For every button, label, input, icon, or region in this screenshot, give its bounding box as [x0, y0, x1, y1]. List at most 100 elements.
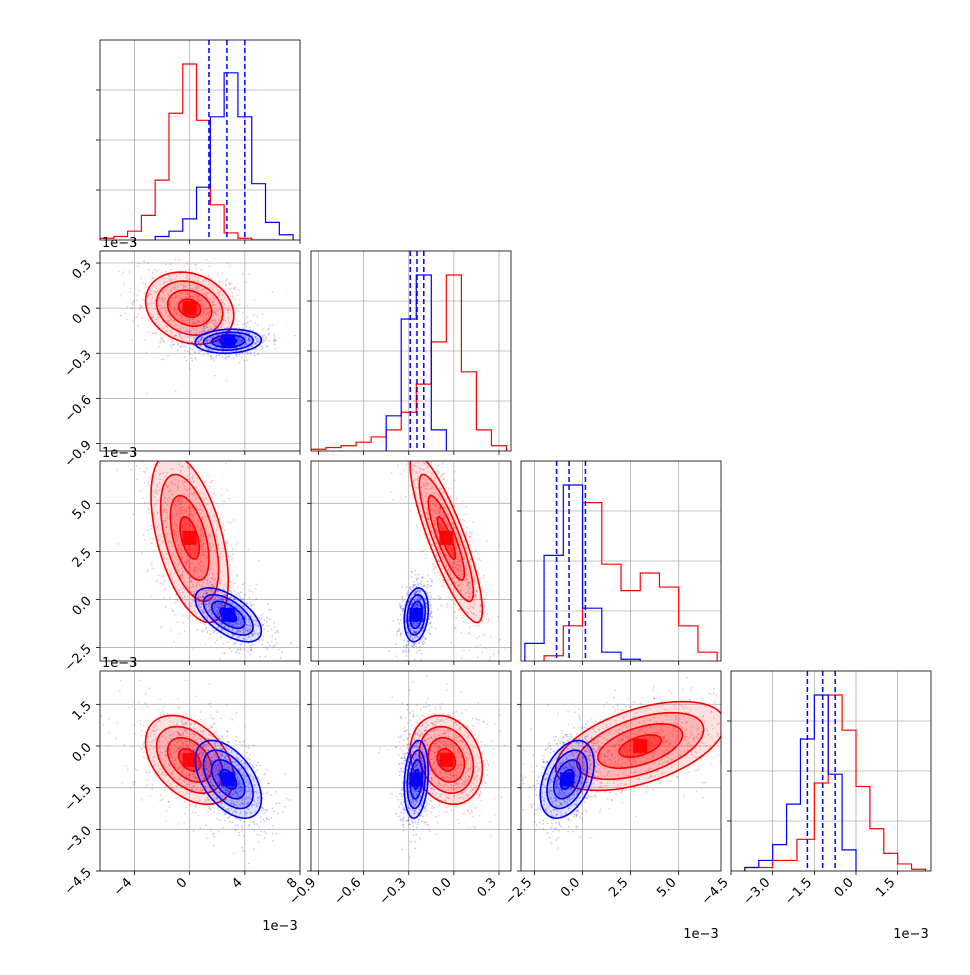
sample-point: [115, 737, 117, 739]
sample-point: [166, 810, 168, 812]
sample-point: [171, 445, 173, 447]
sample-point: [130, 469, 132, 471]
sample-point: [189, 353, 191, 355]
sample-point: [161, 359, 163, 361]
sample-point: [419, 424, 421, 426]
sample-point: [248, 589, 250, 591]
sample-point: [170, 345, 172, 347]
sample-point: [454, 627, 456, 629]
sample-point: [425, 637, 427, 639]
sample-point: [241, 598, 243, 600]
sample-point: [249, 591, 251, 593]
sample-point: [422, 454, 424, 456]
sample-point: [158, 346, 160, 348]
sample-point: [251, 604, 253, 606]
sample-point: [476, 559, 478, 561]
sample-point: [187, 617, 189, 619]
sample-point: [251, 649, 253, 651]
sample-point: [207, 811, 209, 813]
sample-point: [405, 664, 407, 666]
sample-point: [430, 605, 432, 607]
sample-point: [245, 323, 247, 325]
sample-point: [468, 531, 470, 533]
sample-point: [103, 724, 105, 726]
sample-point: [146, 393, 148, 395]
sample-point: [220, 692, 222, 694]
sample-point: [248, 548, 250, 550]
sample-point: [248, 273, 250, 275]
sample-point: [165, 437, 167, 439]
sample-point: [170, 341, 172, 343]
sample-point: [127, 769, 129, 771]
sample-point: [412, 454, 414, 456]
sample-point: [196, 333, 198, 335]
sample-point: [178, 259, 180, 261]
sample-point: [471, 533, 473, 535]
sample-point: [397, 618, 399, 620]
sample-point: [228, 294, 230, 296]
sample-point: [146, 786, 148, 788]
sample-point: [210, 702, 212, 704]
sample-point: [206, 631, 208, 633]
sample-point: [189, 615, 191, 617]
sample-point: [471, 550, 473, 552]
sample-point: [404, 649, 406, 651]
sample-point: [406, 662, 408, 664]
sample-point: [472, 521, 474, 523]
sample-point: [247, 321, 249, 323]
sample-point: [470, 536, 472, 538]
sample-point: [229, 564, 231, 566]
sample-point: [484, 634, 486, 636]
sample-point: [274, 626, 276, 628]
sample-point: [181, 615, 183, 617]
sample-point: [411, 493, 413, 495]
sample-point: [414, 658, 416, 660]
sample-point: [250, 329, 252, 331]
sample-point: [262, 624, 264, 626]
sample-point: [172, 608, 174, 610]
panel-2-2: [517, 461, 721, 665]
sample-point: [120, 680, 122, 682]
sample-point: [423, 635, 425, 637]
sample-point: [274, 339, 276, 341]
sample-point: [266, 617, 268, 619]
sample-point: [429, 452, 431, 454]
y-tick-label: −2.5: [62, 642, 95, 675]
sample-point: [446, 587, 448, 589]
sample-point: [462, 500, 464, 502]
sample-point: [128, 707, 130, 709]
sample-point: [262, 336, 264, 338]
sample-point: [204, 482, 206, 484]
sample-point: [422, 643, 424, 645]
sample-point: [152, 272, 154, 274]
sample-point: [431, 612, 433, 614]
sample-point: [227, 521, 229, 523]
sample-point: [482, 577, 484, 579]
sample-point: [116, 469, 118, 471]
sample-point: [152, 426, 154, 428]
sample-point: [191, 672, 193, 674]
sample-point: [431, 616, 433, 618]
sample-point: [406, 586, 408, 588]
sample-point: [239, 362, 241, 364]
sample-point: [234, 590, 236, 592]
sample-point: [194, 352, 196, 354]
sample-point: [135, 733, 137, 735]
sample-point: [238, 311, 240, 313]
sample-point: [230, 282, 232, 284]
sample-point: [194, 591, 196, 593]
sample-point: [255, 348, 257, 350]
sample-point: [263, 628, 265, 630]
sample-point: [226, 704, 228, 706]
sample-point: [405, 455, 407, 457]
sample-point: [184, 589, 186, 591]
sample-point: [401, 605, 403, 607]
sample-point: [166, 433, 168, 435]
sample-point: [402, 600, 404, 602]
sample-point: [214, 578, 216, 580]
sample-point: [204, 719, 206, 721]
sample-point: [399, 603, 401, 605]
sample-point: [119, 315, 121, 317]
sample-point: [266, 648, 268, 650]
sample-point: [250, 602, 252, 604]
